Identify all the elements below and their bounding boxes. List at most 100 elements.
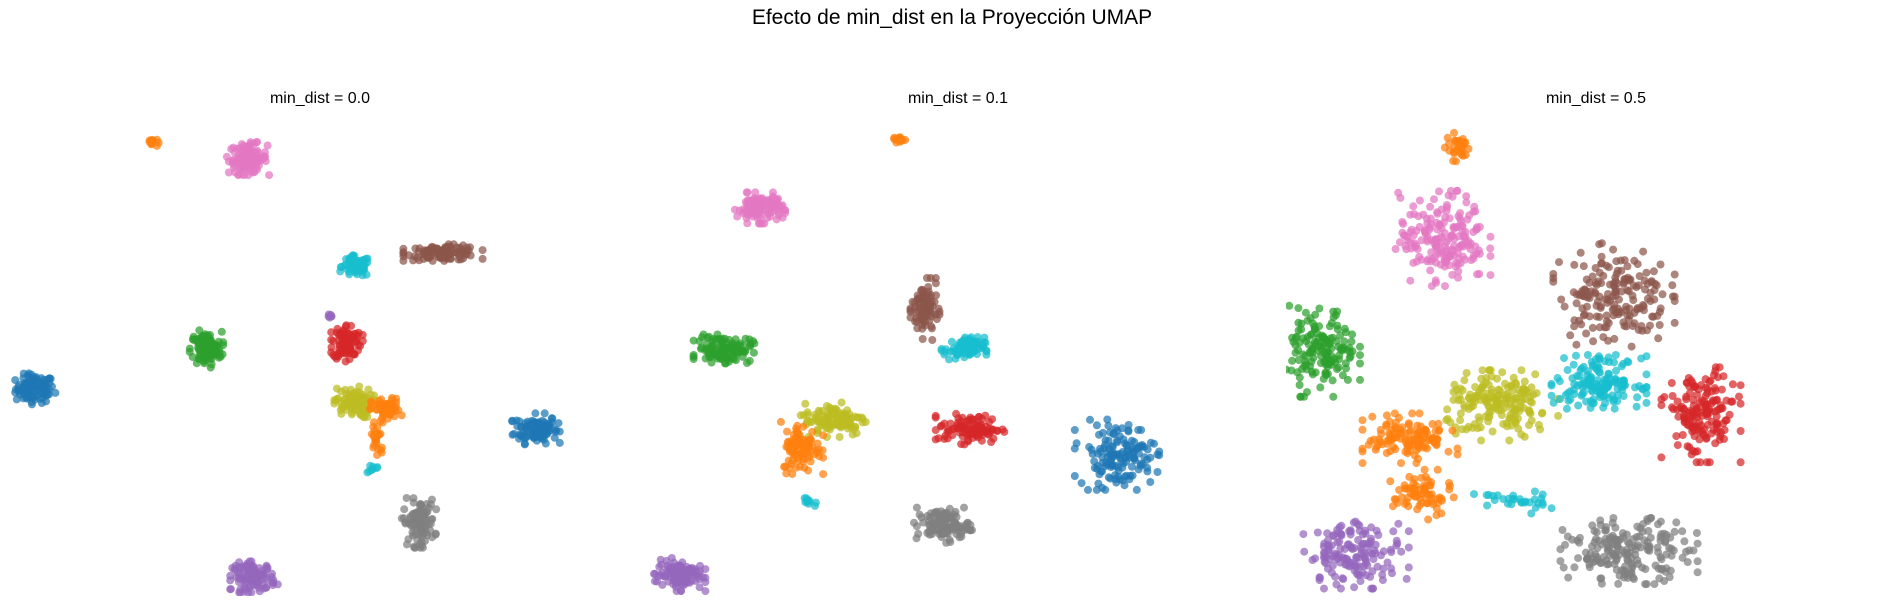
scatter-point: [1320, 584, 1328, 593]
scatter-point: [943, 427, 952, 436]
scatter-point: [411, 543, 420, 552]
scatter-point: [1736, 458, 1745, 467]
scatter-point: [1507, 500, 1516, 509]
scatter-point: [1432, 278, 1440, 287]
scatter-point: [1463, 215, 1472, 224]
scatter-point: [531, 419, 540, 428]
scatter-point: [1366, 572, 1375, 581]
scatter-point: [1592, 312, 1601, 321]
scatter-point: [1299, 350, 1308, 359]
scatter-point: [1433, 495, 1442, 504]
scatter-point: [248, 154, 257, 163]
scatter-point: [1347, 337, 1356, 346]
scatter-point: [347, 410, 356, 419]
scatter-point: [427, 245, 436, 254]
scatter-point: [1562, 404, 1571, 413]
scatter-point: [1485, 366, 1494, 375]
scatter-point: [1348, 545, 1357, 554]
scatter-point: [1137, 426, 1146, 434]
scatter-point: [1570, 563, 1579, 572]
scatter-point: [912, 503, 921, 512]
scatter-point: [1597, 239, 1606, 248]
scatter-point: [1104, 421, 1113, 430]
scatter-point: [1588, 323, 1597, 332]
scatter-point: [931, 426, 940, 435]
scatter-point: [912, 534, 921, 543]
scatter-point: [1595, 323, 1604, 332]
scatter-point: [1608, 519, 1617, 527]
scatter-point: [1340, 324, 1349, 333]
scatter-point: [269, 575, 278, 584]
scatter-point: [350, 401, 359, 410]
scatter-point: [1348, 330, 1357, 339]
scatter-point: [1557, 295, 1566, 304]
scatter-point: [1350, 583, 1359, 592]
scatter-point: [1415, 196, 1424, 205]
scatter-point: [369, 423, 378, 431]
scatter-point: [1395, 238, 1404, 247]
scatter-point: [1377, 551, 1385, 560]
scatter-point: [1603, 381, 1612, 389]
scatter-point: [1299, 530, 1308, 539]
scatter-point: [1445, 485, 1454, 494]
scatter-point: [226, 585, 235, 594]
scatter-point: [1610, 281, 1619, 290]
scatter-point: [719, 343, 728, 352]
scatter-point: [41, 379, 50, 388]
scatter-point: [1642, 268, 1651, 277]
scatter-point: [1477, 436, 1486, 445]
scatter-point: [1368, 549, 1377, 558]
scatter-point: [1476, 386, 1485, 395]
scatter-point: [1090, 457, 1099, 466]
scatter-point: [1456, 209, 1465, 218]
scatter-point: [424, 520, 433, 529]
scatter-point: [1627, 569, 1636, 578]
scatter-point: [1486, 252, 1495, 261]
scatter-point: [1670, 318, 1679, 327]
scatter-point: [1086, 415, 1094, 424]
scatter-point: [1288, 356, 1297, 365]
scatter-point: [696, 561, 704, 570]
scatter-point: [913, 295, 922, 304]
scatter-point: [226, 571, 235, 580]
scatter-point: [946, 538, 955, 546]
scatter-point: [1598, 392, 1607, 401]
scatter-point: [1668, 392, 1677, 400]
scatter-point: [1335, 351, 1344, 360]
scatter-point: [1631, 383, 1639, 392]
scatter-point: [1701, 383, 1710, 392]
scatter-point: [1680, 537, 1689, 546]
scatter-point: [689, 336, 698, 345]
scatter-point: [1561, 540, 1569, 549]
scatter-point: [701, 587, 710, 596]
scatter-point: [540, 430, 549, 439]
scatter-point: [409, 498, 418, 507]
scatter-point: [1538, 490, 1547, 499]
scatter-point: [1094, 479, 1103, 488]
scatter-point: [1620, 275, 1629, 284]
scatter-point: [1123, 441, 1132, 450]
scatter-point: [1641, 580, 1650, 589]
scatter-point: [1402, 574, 1411, 583]
scatter-point: [1720, 435, 1728, 443]
scatter-point: [1613, 397, 1622, 406]
scatter-point: [1470, 490, 1478, 499]
scatter-point: [665, 567, 674, 576]
scatter-point: [1613, 266, 1622, 275]
scatter-point: [1657, 401, 1666, 410]
scatter-point: [377, 448, 386, 457]
scatter-point: [346, 264, 355, 273]
scatter-point: [960, 503, 968, 512]
scatter-point: [385, 406, 394, 415]
scatter-point: [231, 564, 239, 573]
scatter-point: [1477, 374, 1486, 383]
panel-title: min_dist = 0.0: [269, 90, 371, 107]
scatter-point: [1603, 298, 1612, 307]
scatter-point: [1395, 486, 1404, 494]
scatter-point: [366, 461, 375, 470]
scatter-point: [1591, 289, 1600, 298]
scatter-point: [783, 427, 791, 436]
scatter-point: [1458, 135, 1467, 143]
scatter-point: [1575, 291, 1584, 300]
scatter-point: [1466, 390, 1475, 399]
